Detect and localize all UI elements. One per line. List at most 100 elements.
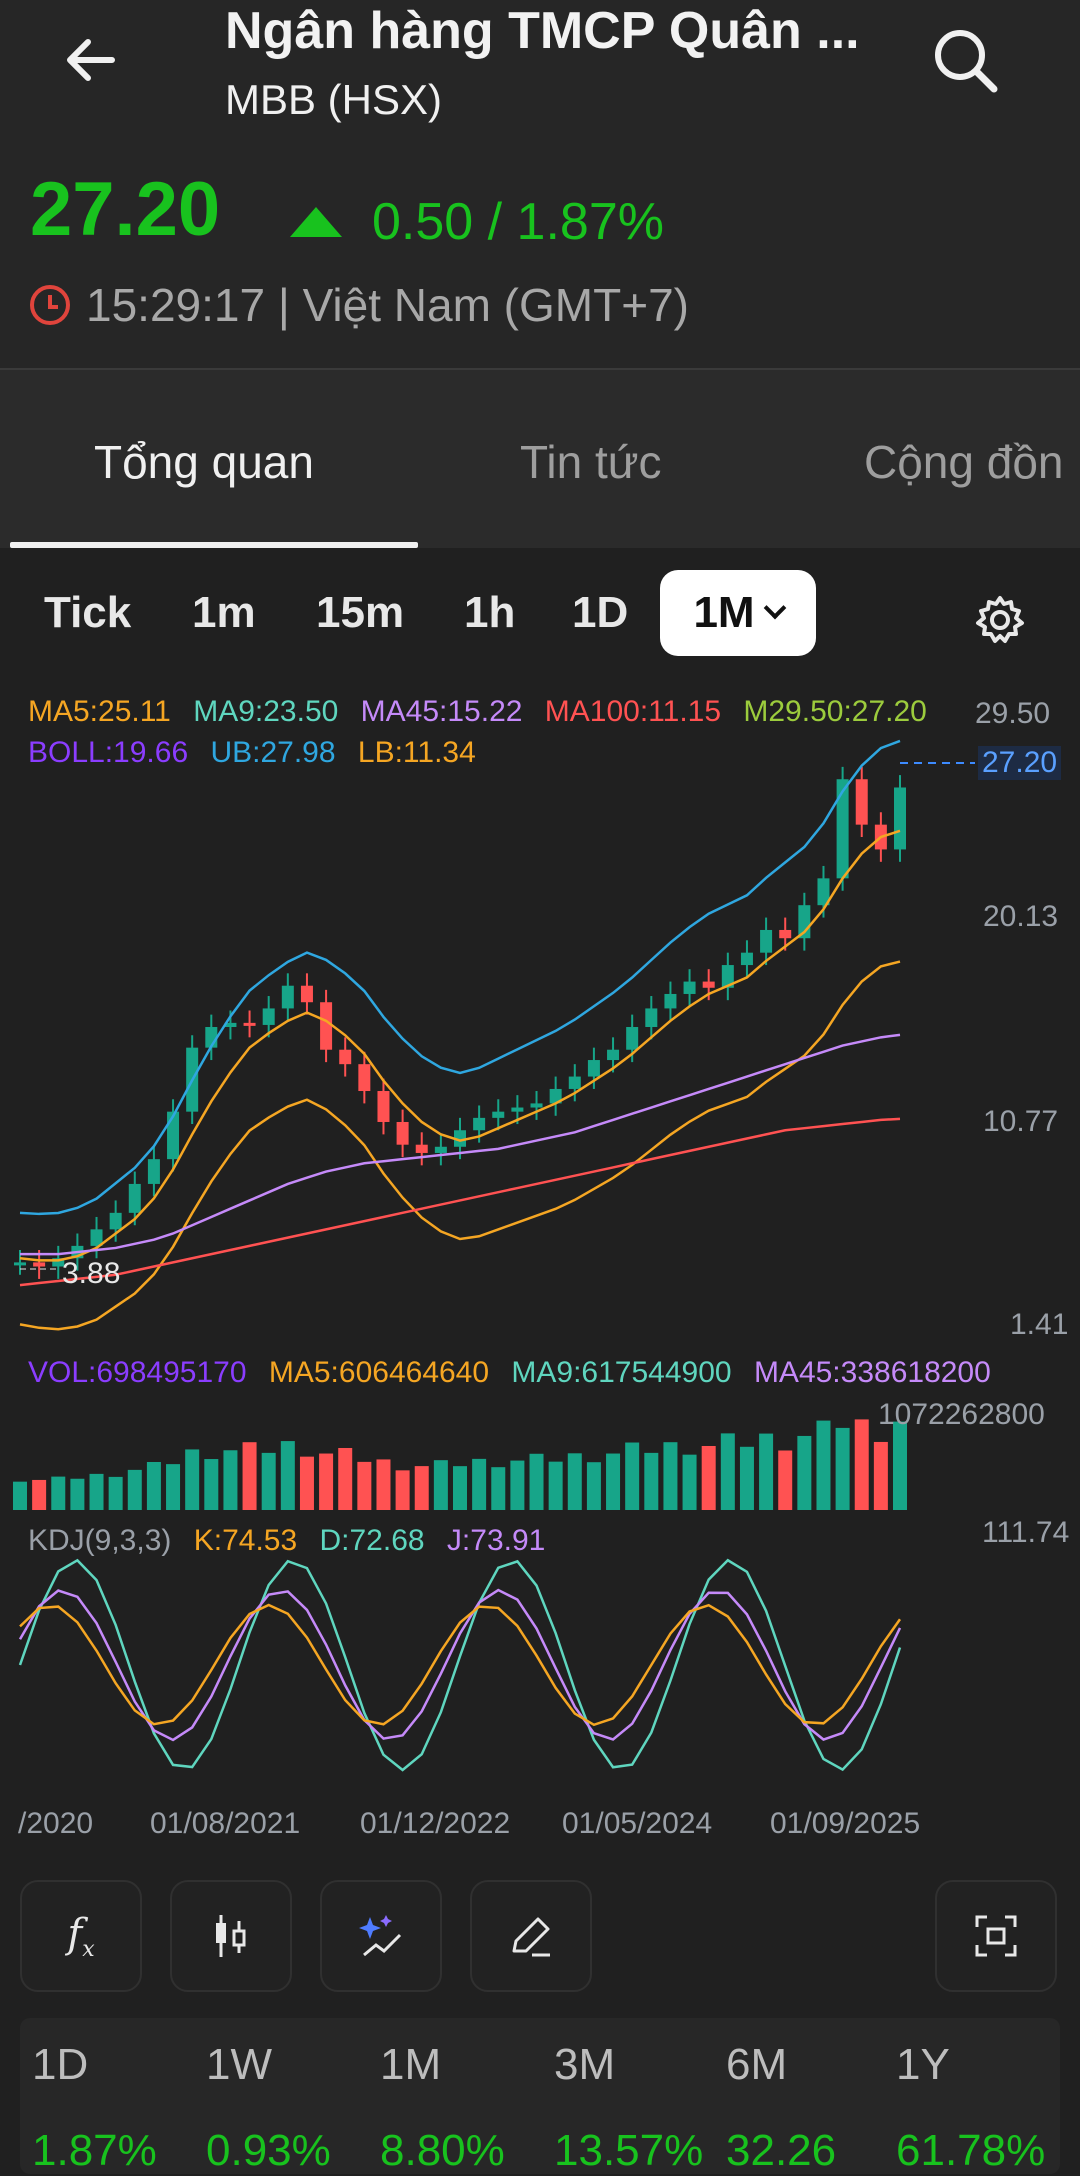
search-button[interactable] (925, 20, 1005, 100)
ai-analysis-button[interactable] (320, 1880, 442, 1992)
update-time: 15:29:17 | Việt Nam (GMT+7) (86, 279, 689, 331)
perf-value-1w: 0.93% (206, 2126, 331, 2175)
candle-body (740, 952, 753, 966)
chart-settings-gear-icon[interactable] (970, 590, 1030, 650)
perf-label-1y: 1Y (896, 2040, 950, 2089)
candle-body (339, 1049, 352, 1065)
candle-body (300, 985, 313, 1003)
timeframe-1d[interactable]: 1D (572, 588, 629, 637)
volume-bar (759, 1433, 774, 1510)
volume-bar (414, 1466, 429, 1510)
candle-body (836, 779, 849, 879)
candlestick-icon (216, 1915, 246, 1957)
legend-ma45: MA45:15.22 (360, 695, 523, 728)
volume-bar (854, 1419, 869, 1510)
current-price: 27.20 (30, 167, 221, 252)
main-tabs: Tổng quan Tin tức Cộng đồn (0, 370, 1080, 548)
candle-body (243, 1022, 256, 1026)
volume-pane (13, 1419, 907, 1510)
volume-bar (108, 1476, 123, 1510)
timeframe-1month-dropdown[interactable]: 1M (660, 570, 816, 656)
candle-body (626, 1027, 639, 1050)
volume-bar (32, 1479, 47, 1510)
volume-legend: VOL:698495170 MA5:606464640 MA9:61754490… (28, 1356, 991, 1390)
candle-body (320, 1002, 333, 1050)
volume-bar (433, 1460, 448, 1510)
tab-overview[interactable]: Tổng quan (94, 436, 314, 488)
chart-type-button[interactable] (170, 1880, 292, 1992)
candle-body (224, 1022, 237, 1028)
legend-ma5: MA5:25.11 (28, 695, 171, 728)
candle-body (128, 1183, 141, 1213)
timeframe-15m[interactable]: 15m (316, 588, 405, 637)
legend-row-2: BOLL:19.66 UB:27.98 LB:11.34 (28, 736, 476, 770)
candle-body (760, 929, 773, 953)
candle-body (511, 1107, 524, 1112)
fullscreen-icon (975, 1915, 1017, 1957)
candle-body (607, 1049, 620, 1061)
legend-k: K:74.53 (193, 1524, 298, 1557)
volume-bar (70, 1478, 85, 1510)
series-line-ma45 (20, 1033, 901, 1256)
kdj-k-line (18, 1588, 902, 1742)
timeframe-tick[interactable]: Tick (44, 588, 132, 637)
timeframe-selector: Tick 1m 15m 1h 1D 1M (0, 548, 1080, 678)
volume-bar (357, 1461, 372, 1510)
price-pane (14, 739, 906, 1331)
candle-body (530, 1103, 543, 1108)
up-arrow-icon (290, 207, 342, 237)
draw-tool-button[interactable] (470, 1880, 592, 1992)
back-button[interactable] (50, 20, 130, 100)
volume-bar (13, 1481, 27, 1510)
legend-vol: VOL:698495170 (28, 1356, 247, 1389)
candle-body (492, 1111, 505, 1118)
formula-icon: fx (67, 1910, 95, 1962)
candle-body (90, 1229, 103, 1246)
quote-header: Ngân hàng TMCP Quân ... MBB (HSX) 27.20 … (0, 0, 1080, 370)
volume-bar (835, 1427, 850, 1510)
volume-bar (682, 1454, 697, 1510)
candle-body (14, 1262, 26, 1266)
timeframe-1h[interactable]: 1h (464, 588, 516, 637)
stock-chart[interactable] (0, 680, 1080, 1820)
volume-bar (146, 1461, 161, 1510)
volume-bar (548, 1461, 563, 1510)
tab-news[interactable]: Tin tức (520, 436, 662, 488)
volume-bar (127, 1469, 142, 1510)
candle-body (358, 1064, 371, 1092)
candle-body (683, 981, 696, 994)
volume-bar (701, 1445, 716, 1510)
price-axis-mid1: 20.13 (983, 900, 1059, 933)
perf-value-6m: 32.26 (726, 2126, 837, 2175)
price-axis-bottom: 1.41 (1010, 1308, 1069, 1341)
candle-body (779, 929, 792, 939)
price-change: 0.50 / 1.87% (372, 193, 664, 251)
date-tick-1: 01/08/2021 (150, 1807, 301, 1840)
tab-community[interactable]: Cộng đồn (864, 436, 1064, 488)
legend-vol-ma9: MA9:617544900 (511, 1356, 732, 1389)
ai-sparkle-icon (359, 1915, 402, 1957)
chevron-down-icon (763, 596, 786, 620)
performance-strip: 1D 1.87% 1W 0.93% 1M 8.80% 3M 13.57% 6M … (20, 2018, 1060, 2175)
candle-body (721, 965, 734, 988)
perf-label-1m: 1M (380, 2040, 442, 2089)
legend-vol-ma5: MA5:606464640 (268, 1356, 490, 1389)
timeframe-1m[interactable]: 1m (192, 588, 256, 637)
volume-bar (299, 1456, 314, 1510)
legend-row-1: MA5:25.11 MA9:23.50 MA45:15.22 MA100:11.… (28, 695, 927, 729)
stock-ticker: MBB (HSX) (225, 76, 443, 123)
back-arrow-icon (67, 39, 115, 81)
clock-icon (30, 285, 70, 325)
header-divider (0, 368, 1080, 370)
perf-label-1w: 1W (206, 2040, 272, 2089)
kdj-legend: KDJ(9,3,3) K:74.53 D:72.68 J:73.91 (28, 1524, 545, 1558)
candle-body (377, 1091, 390, 1122)
volume-bar (491, 1467, 506, 1510)
volume-bar (185, 1449, 200, 1510)
date-tick-2: 01/12/2022 (360, 1807, 511, 1840)
kdj-d-line (19, 1603, 902, 1727)
fullscreen-button[interactable] (935, 1880, 1057, 1992)
indicator-formula-button[interactable]: fx (20, 1880, 142, 1992)
volume-bar (395, 1470, 410, 1510)
boll-upper-band-line (19, 739, 901, 1216)
